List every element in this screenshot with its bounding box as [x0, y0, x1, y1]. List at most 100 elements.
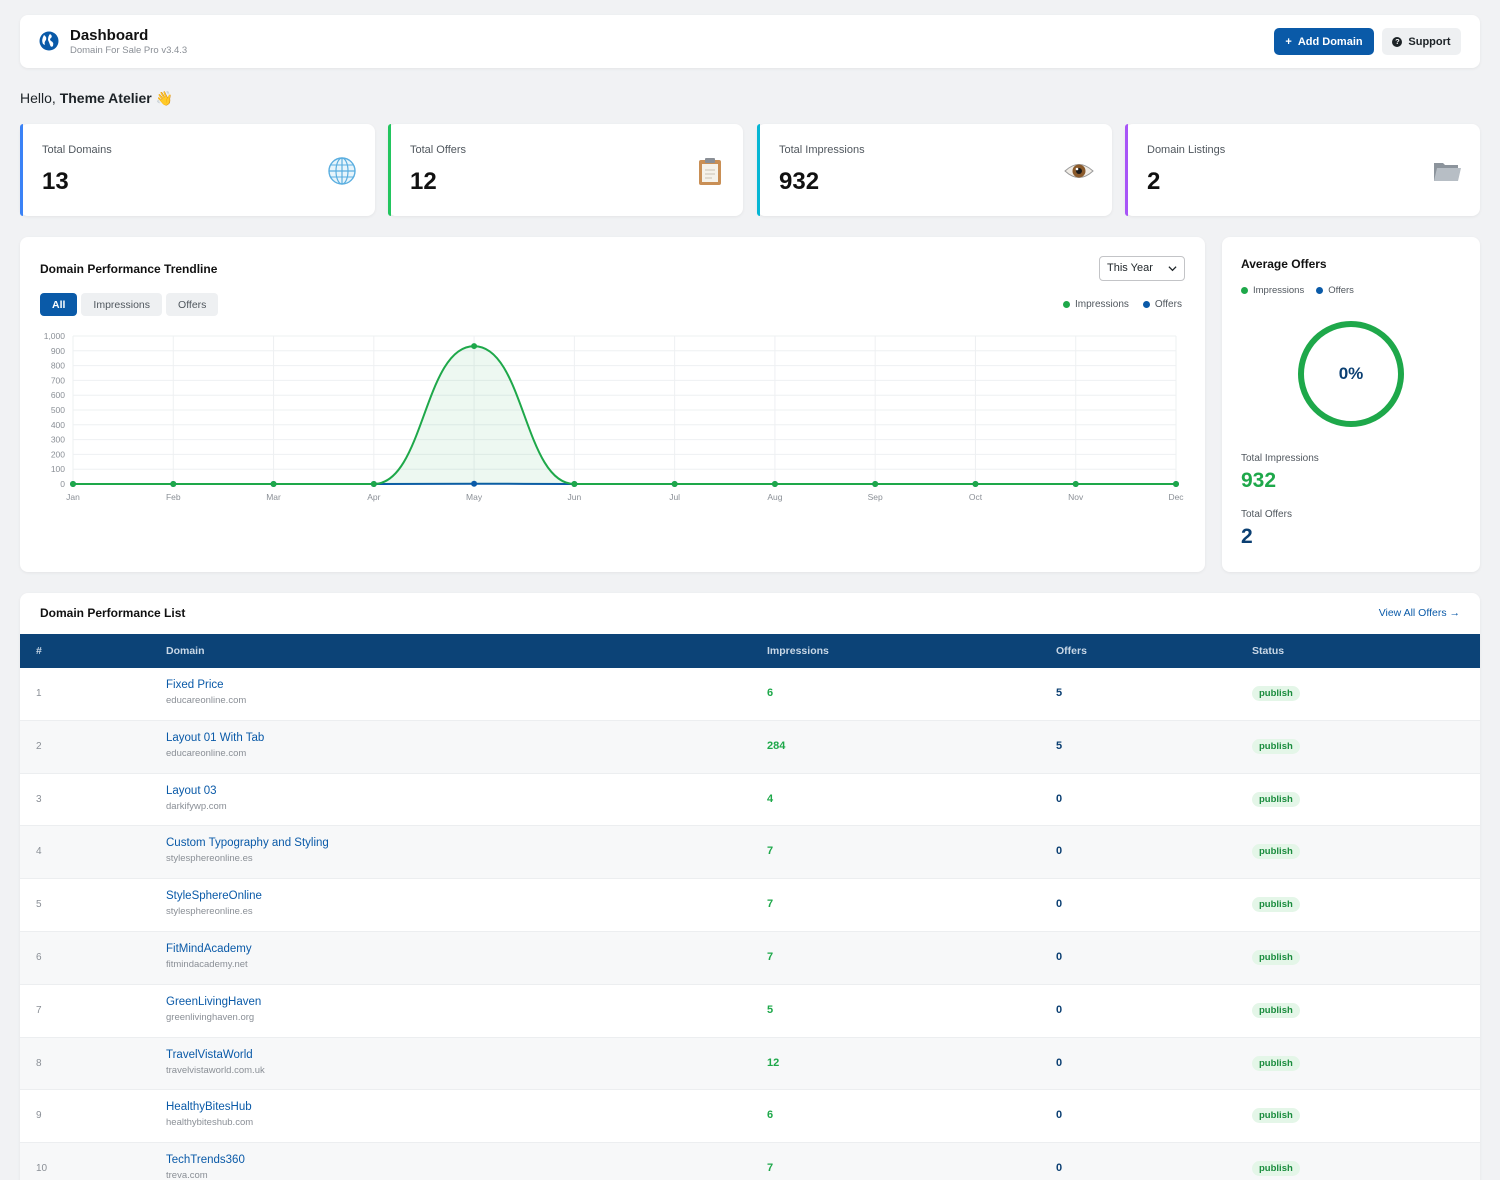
y-tick-label: 400: [51, 420, 65, 430]
row-index: 5: [36, 899, 42, 911]
domain-name-link[interactable]: GreenLivingHaven: [166, 995, 262, 1008]
domain-name-link[interactable]: Layout 01 With Tab: [166, 731, 265, 744]
list-title: Domain Performance List: [40, 606, 186, 620]
globe-logo-icon: [39, 31, 59, 51]
stat-label: Total Offers: [410, 144, 467, 156]
legend-label: Offers: [1328, 285, 1354, 296]
domain-name-link[interactable]: Fixed Price: [166, 679, 224, 691]
stat-value: 932: [779, 168, 820, 195]
greeting-prefix: Hello,: [20, 90, 56, 106]
greeting: Hello, Theme Atelier 👋: [20, 90, 173, 107]
support-button[interactable]: ? Support: [1382, 28, 1461, 55]
legend-dot: [1063, 301, 1070, 308]
offers-count: 0: [1056, 1003, 1063, 1016]
legend-dot: [1142, 301, 1150, 308]
view-all-offers-link[interactable]: View All Offers →: [1378, 607, 1460, 619]
domain-name-link[interactable]: FitMindAcademy: [166, 942, 252, 955]
average-offers-card: Average Offers Impressions Offers 0% Tot…: [1222, 237, 1480, 572]
accent-bar: [20, 124, 23, 216]
domain-name-link[interactable]: HealthyBitesHub: [166, 1101, 252, 1114]
row-index: 1: [36, 688, 42, 699]
globe-icon: [328, 157, 356, 185]
data-point-impressions: [972, 481, 979, 487]
y-tick-label: 900: [51, 346, 65, 356]
stat-card-domain-listings: Domain Listings 2: [1125, 124, 1480, 216]
legend-item-impressions[interactable]: Impressions: [1063, 299, 1129, 310]
impressions-count: 5: [767, 1003, 774, 1016]
accent-bar: [757, 124, 760, 216]
offers-count: 0: [1056, 1162, 1063, 1175]
table-row: 8 TravelVistaWorld travelvistaworld.com.uk…: [20, 1037, 1480, 1091]
y-tick-label: 300: [51, 435, 65, 445]
x-tick-label: Dec: [1168, 492, 1184, 502]
tab-all[interactable]: All: [40, 293, 78, 316]
percent-ring: 0%: [1298, 321, 1404, 427]
trend-title: Domain Performance Trendline: [40, 262, 218, 276]
domain-url: greenlivinghaven.org: [166, 1011, 255, 1023]
table-row: 3 Layout 03 darkifywp.com 4 0 publish: [20, 774, 1480, 827]
series-area-impressions: [73, 346, 1176, 484]
domain-url: travelvistaworld.com.uk: [166, 1064, 265, 1076]
impressions-count: 6: [767, 1109, 774, 1122]
add-domain-button[interactable]: + Add Domain: [1274, 28, 1374, 55]
stat-label: Total Impressions: [779, 144, 865, 156]
legend-dot: [1241, 287, 1248, 294]
domain-name-link[interactable]: StyleSphereOnline: [166, 890, 262, 903]
data-point-impressions: [471, 343, 478, 350]
y-tick-label: 500: [51, 405, 65, 415]
table-row: 5 StyleSphereOnline stylesphereonline.es 7 0…: [20, 879, 1480, 932]
domain-url: treva.com: [166, 1170, 208, 1180]
domain-name-link[interactable]: Custom Typography and Styling: [166, 837, 329, 850]
y-tick-label: 600: [51, 390, 65, 400]
offers-count: 0: [1056, 950, 1063, 963]
trend-chart: 0 100 200 300 400 500 600 700 800 900 1,000 Jan Feb M…: [44, 331, 1185, 502]
status-badge: publish: [1252, 844, 1300, 860]
domain-name-link[interactable]: Layout 03: [166, 784, 217, 797]
stat-label: Total Domains: [42, 144, 112, 156]
impressions-count: 6: [767, 687, 774, 699]
impressions-count: 7: [767, 950, 774, 963]
domain-name-link[interactable]: TravelVistaWorld: [166, 1048, 253, 1061]
table-row: 9 HealthyBitesHub healthybiteshub.com 6 0 pub…: [20, 1090, 1480, 1144]
x-tick-label: Apr: [367, 492, 380, 502]
status-badge: publish: [1252, 1161, 1300, 1177]
chevron-down-icon: [1168, 266, 1177, 272]
y-tick-label: 100: [51, 464, 65, 474]
data-point-impressions: [872, 481, 879, 487]
tab-impressions[interactable]: Impressions: [81, 293, 163, 316]
period-select[interactable]: This Year: [1099, 256, 1185, 281]
offers-count: 5: [1056, 687, 1063, 699]
table-header: # Domain Impressions Offers Status: [20, 634, 1480, 668]
x-tick-label: Feb: [166, 492, 181, 502]
question-icon: ?: [1392, 36, 1403, 47]
offers-count: 0: [1056, 792, 1063, 805]
column-header: #: [36, 645, 42, 657]
impressions-count: 284: [767, 739, 786, 752]
status-badge: publish: [1252, 1002, 1300, 1018]
legend-label: Offers: [1154, 299, 1182, 310]
legend-dot: [1316, 287, 1324, 294]
offers-count: 0: [1056, 1056, 1063, 1069]
domain-name-link[interactable]: TechTrends360: [166, 1154, 245, 1167]
status-badge: publish: [1252, 1108, 1300, 1124]
stat-card-total-offers: Total Offers 12: [388, 124, 743, 216]
x-tick-label: Jan: [66, 492, 80, 502]
y-tick-label: 200: [51, 449, 65, 459]
user-name: Theme Atelier: [59, 90, 152, 106]
row-index: 6: [36, 951, 42, 963]
header-bar: Dashboard Domain For Sale Pro v3.4.3 + A…: [20, 15, 1480, 68]
series-line-impressions: [73, 345, 1176, 485]
chart-legend: Impressions Offers: [1063, 299, 1182, 310]
row-index: 10: [36, 1163, 48, 1175]
avg-title: Average Offers: [1241, 257, 1327, 271]
x-tick-label: Jun: [568, 492, 582, 502]
tab-offers[interactable]: Offers: [166, 293, 219, 316]
chart-tabs: All Impressions Offers: [40, 293, 219, 316]
eye-icon: [1064, 164, 1094, 178]
offers-count: 0: [1056, 898, 1063, 911]
total-impressions-value: 932: [1241, 469, 1277, 492]
domain-url: healthybiteshub.com: [166, 1117, 254, 1129]
total-offers-value: 2: [1241, 525, 1253, 548]
legend-item-offers[interactable]: Offers: [1142, 299, 1182, 310]
offers-count: 0: [1056, 845, 1063, 858]
